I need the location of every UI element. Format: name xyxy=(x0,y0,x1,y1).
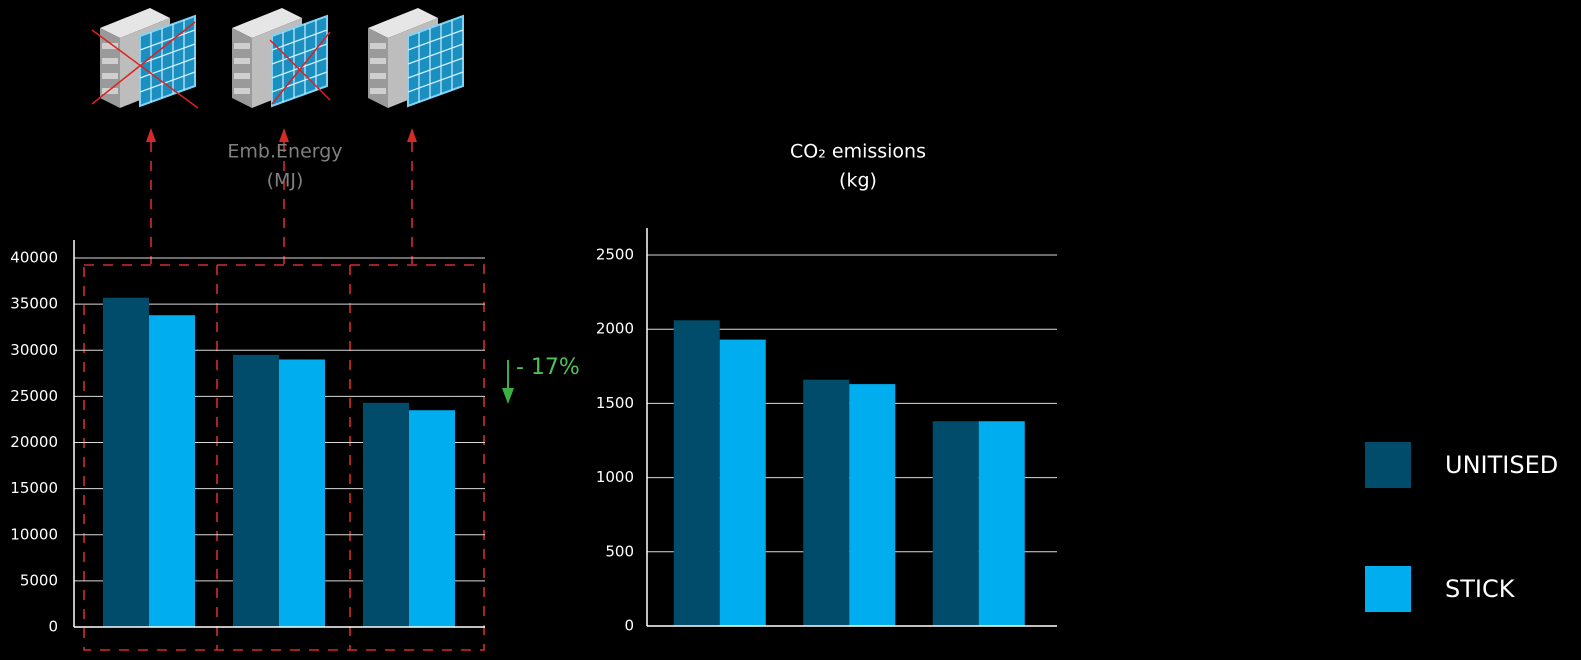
bar xyxy=(409,410,455,627)
y-tick-label: 10000 xyxy=(10,525,58,543)
y-tick-label: 20000 xyxy=(10,433,58,451)
legend-swatch xyxy=(1365,442,1411,488)
bar xyxy=(932,421,979,626)
y-tick-label: 2500 xyxy=(596,246,634,264)
y-tick-label: 1000 xyxy=(596,468,634,486)
building-icons xyxy=(91,7,464,109)
bar xyxy=(363,402,409,627)
reduction-arrow xyxy=(502,360,514,404)
legend-label: STICK xyxy=(1445,575,1516,603)
y-tick-label: 500 xyxy=(605,542,634,560)
bar xyxy=(849,384,896,626)
legend-swatch xyxy=(1365,566,1411,612)
y-tick-label: 30000 xyxy=(10,341,58,359)
y-tick-label: 0 xyxy=(624,617,634,635)
chart-title: CO₂ emissions xyxy=(790,141,926,163)
bar xyxy=(978,421,1025,626)
chart-unit: (MJ) xyxy=(267,170,304,192)
bar xyxy=(279,359,325,627)
bar xyxy=(149,315,195,627)
y-tick-label: 2000 xyxy=(596,320,634,338)
y-tick-label: 5000 xyxy=(20,571,58,589)
legend-label: UNITISED xyxy=(1445,451,1558,479)
bar xyxy=(673,320,720,626)
dashed-guides xyxy=(83,142,485,651)
chart-unit: (kg) xyxy=(839,170,877,192)
y-tick-label: 0 xyxy=(48,618,58,636)
bar xyxy=(719,339,766,626)
chart-title: Emb.Energy xyxy=(227,141,342,163)
y-tick-label: 25000 xyxy=(10,387,58,405)
y-tick-label: 1500 xyxy=(596,394,634,412)
bar xyxy=(803,379,850,626)
bar xyxy=(103,297,149,627)
y-tick-label: 40000 xyxy=(10,249,58,267)
y-tick-label: 15000 xyxy=(10,479,58,497)
bar xyxy=(233,354,279,627)
y-tick-label: 35000 xyxy=(10,295,58,313)
guide-arrowheads xyxy=(146,128,417,142)
annotation: - 17% xyxy=(516,355,580,380)
